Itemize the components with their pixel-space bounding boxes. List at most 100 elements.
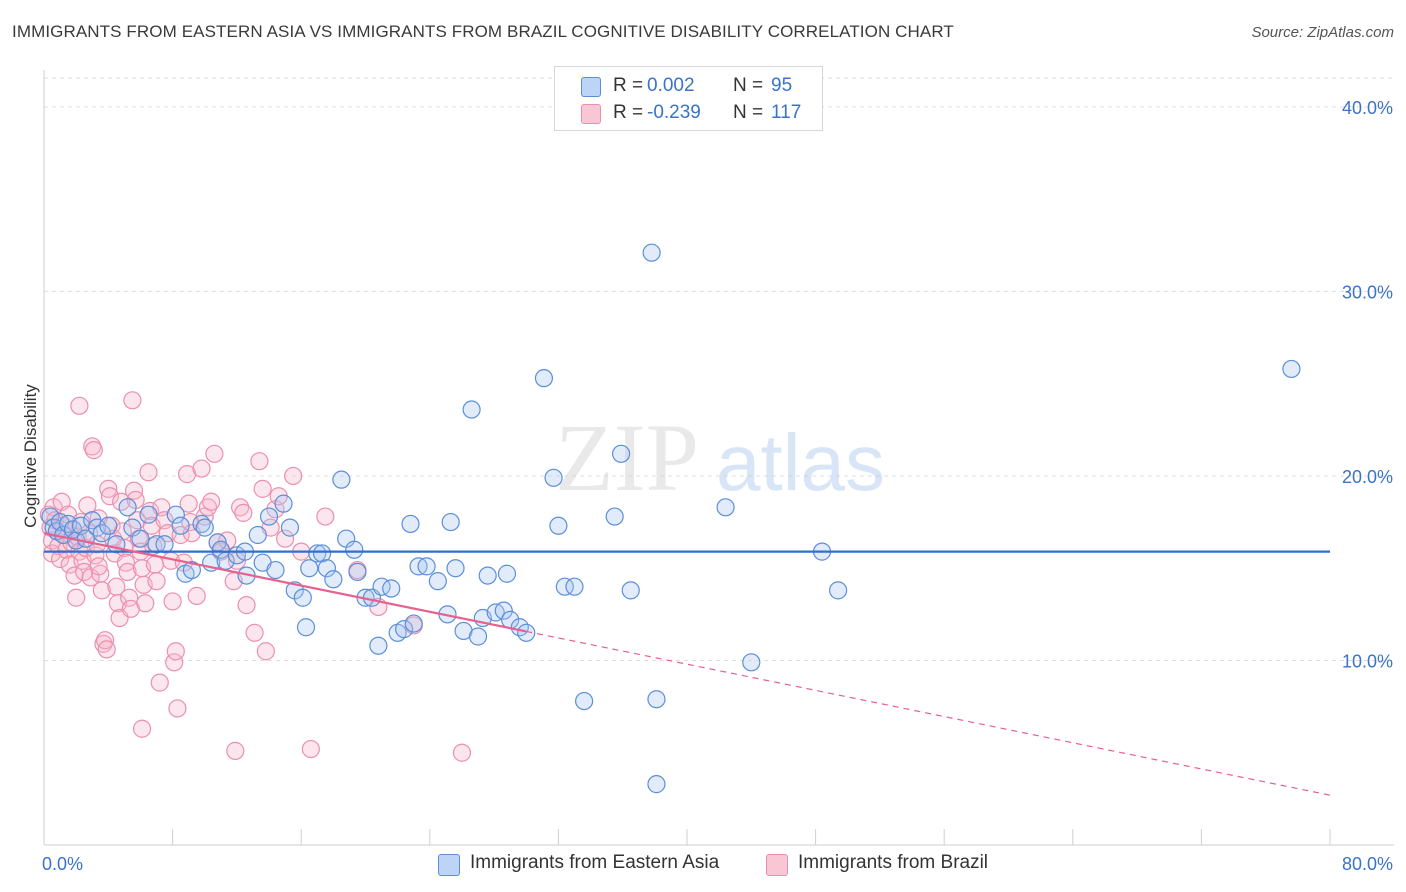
brazil-point — [99, 479, 118, 498]
eastern-asia-point — [155, 535, 174, 554]
brazil-point — [237, 596, 256, 615]
brazil-point — [301, 739, 320, 759]
brazil-point — [163, 592, 182, 611]
brazil-point — [92, 581, 111, 600]
trend-lines — [43, 532, 1331, 796]
brazil-point — [145, 555, 165, 574]
watermark: ZIP atlas — [555, 404, 885, 511]
eastern-asia-point — [348, 562, 367, 582]
eastern-asia-point — [534, 369, 554, 388]
x-tick-label: 80.0% — [1342, 854, 1393, 874]
eastern-asia-point — [428, 572, 447, 591]
legend-n-label: N = — [733, 75, 764, 96]
eastern-asia-point — [555, 577, 574, 596]
brazil-point — [166, 642, 185, 661]
correlation-legend: R = 0.002 N = 95 R = -0.239 N = 117 — [554, 66, 823, 131]
brazil-trend-line-solid — [43, 532, 527, 633]
brazil-point — [118, 562, 137, 582]
eastern-asia-point — [92, 524, 111, 543]
brazil-point — [168, 699, 187, 718]
eastern-asia-point — [166, 505, 185, 524]
brazil-point — [67, 588, 86, 607]
eastern-asia-point — [829, 581, 848, 600]
eastern-asia-point — [647, 775, 666, 794]
eastern-asia-point — [248, 525, 267, 545]
y-tick-label: 30.0% — [1342, 282, 1393, 302]
eastern-asia-point — [266, 560, 285, 580]
brazil-point — [316, 507, 335, 526]
eastern-asia-point — [259, 507, 279, 526]
eastern-asia-point — [716, 498, 735, 517]
brazil-point — [70, 396, 89, 415]
bottom-legend-swatch-pink — [766, 854, 788, 876]
brazil-point — [276, 529, 295, 548]
legend-swatch-pink — [581, 104, 601, 124]
brazil-point — [84, 441, 103, 460]
eastern-asia-point — [345, 540, 364, 559]
brazil-point — [179, 494, 198, 513]
eastern-asia-point — [280, 518, 300, 537]
brazil-point — [89, 557, 108, 576]
legend-r-value: 0.002 — [647, 75, 695, 96]
brazil-point — [253, 479, 272, 498]
brazil-point — [250, 452, 269, 471]
eastern-asia-point — [293, 588, 312, 607]
y-tick-label: 10.0% — [1342, 651, 1393, 671]
brazil-point — [124, 481, 144, 500]
eastern-asia-point — [300, 559, 319, 578]
brazil-point — [65, 566, 84, 585]
eastern-asia-point — [87, 518, 107, 537]
axes — [43, 70, 1394, 846]
eastern-asia-point — [274, 494, 293, 513]
y-axis-label: Cognitive Disability — [21, 384, 40, 528]
eastern-asia-point — [517, 623, 536, 642]
brazil-point — [147, 572, 166, 591]
brazil-point — [192, 459, 211, 478]
brazil-point — [234, 503, 253, 522]
watermark-zip: ZIP — [555, 404, 699, 511]
brazil-point — [95, 631, 115, 650]
eastern-asia-point — [308, 544, 327, 563]
eastern-asia-point — [195, 518, 214, 537]
x-tick-label: 0.0% — [42, 854, 83, 874]
legend-r-value: -0.239 — [647, 102, 701, 123]
brazil-trend-line-dashed — [526, 630, 1331, 796]
brazil-point — [132, 719, 152, 738]
brazil-point — [171, 525, 190, 545]
eastern-asia-point — [118, 498, 137, 517]
tick-labels: 10.0% 20.0% 30.0% 40.0% 0.0% 80.0% — [42, 98, 1393, 874]
series-brazil-points — [39, 391, 472, 762]
source-label: Source: ZipAtlas.com — [1251, 24, 1394, 41]
brazil-point — [452, 743, 472, 762]
brazil-point — [198, 498, 218, 517]
bottom-legend-label: Immigrants from Brazil — [798, 852, 989, 873]
eastern-asia-point — [462, 400, 481, 419]
brazil-point — [97, 640, 116, 659]
eastern-asia-point — [369, 636, 388, 655]
brazil-point — [100, 487, 120, 506]
watermark-atlas: atlas — [716, 418, 885, 507]
eastern-asia-point — [394, 620, 414, 639]
eastern-asia-point — [296, 618, 316, 637]
eastern-asia-point — [1282, 359, 1301, 379]
eastern-asia-point — [404, 614, 423, 633]
brazil-point — [139, 463, 158, 482]
legend-swatch-blue — [581, 77, 601, 97]
eastern-asia-point — [324, 570, 343, 589]
brazil-point — [136, 594, 155, 613]
eastern-asia-point — [332, 470, 351, 489]
brazil-point — [202, 492, 221, 511]
brazil-point — [123, 391, 142, 410]
brazil-point — [231, 498, 250, 517]
eastern-asia-point — [317, 559, 337, 578]
legend-n-value: 117 — [771, 102, 802, 123]
brazil-point — [256, 642, 275, 661]
eastern-asia-point — [494, 601, 513, 620]
legend-n-label: N = — [733, 102, 764, 123]
eastern-asia-point — [611, 444, 631, 463]
eastern-asia-point — [441, 512, 460, 532]
eastern-asia-point — [382, 579, 401, 598]
brazil-point — [187, 586, 206, 605]
brazil-point — [284, 466, 303, 486]
